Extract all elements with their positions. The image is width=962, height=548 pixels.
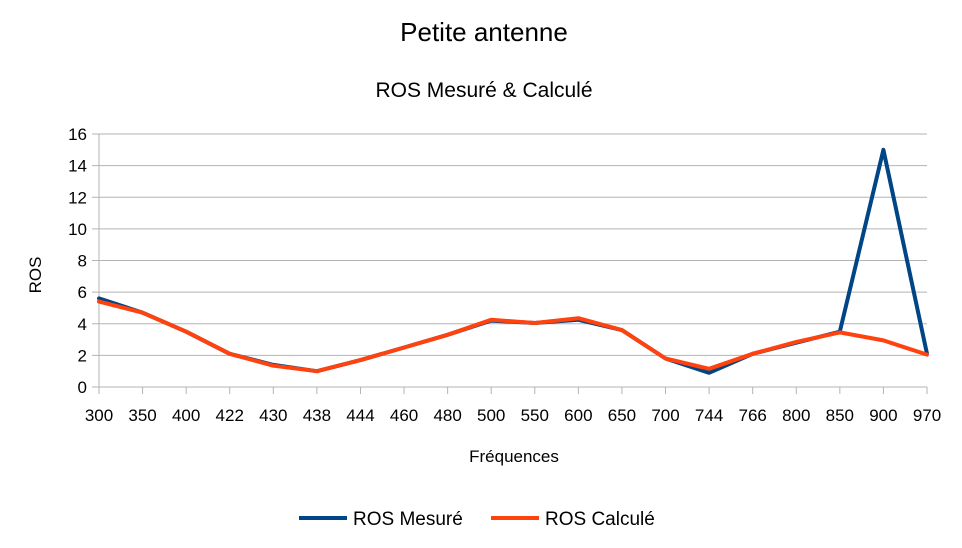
x-tick-label: 400 xyxy=(172,406,200,425)
x-tick-label: 900 xyxy=(869,406,897,425)
y-tick-label: 6 xyxy=(78,283,87,302)
x-tick-label: 550 xyxy=(521,406,549,425)
x-tick-label: 766 xyxy=(738,406,766,425)
x-tick-label: 444 xyxy=(346,406,374,425)
x-tick-label: 500 xyxy=(477,406,505,425)
x-tick-label: 700 xyxy=(651,406,679,425)
y-tick-label: 0 xyxy=(78,378,87,397)
x-tick-label: 650 xyxy=(608,406,636,425)
legend: ROS Mesuré ROS Calculé xyxy=(299,509,655,530)
legend-label: ROS Calculé xyxy=(545,509,655,530)
x-tick-label: 422 xyxy=(216,406,244,425)
x-tick-label: 970 xyxy=(913,406,941,425)
chart-subtitle: ROS Mesuré & Calculé xyxy=(375,79,592,102)
x-tick-label: 744 xyxy=(695,406,723,425)
chart-title: Petite antenne xyxy=(400,17,568,47)
y-tick-label: 12 xyxy=(68,188,87,207)
x-tick-label: 350 xyxy=(128,406,156,425)
x-axis-label: Fréquences xyxy=(469,447,559,466)
series-lines xyxy=(97,147,929,375)
y-tick-label: 10 xyxy=(68,220,87,239)
y-tick-label: 2 xyxy=(78,346,87,365)
y-axis-label: ROS xyxy=(26,257,45,294)
x-tick-label: 300 xyxy=(85,406,113,425)
legend-label: ROS Mesuré xyxy=(353,509,463,530)
x-tick-label: 480 xyxy=(433,406,461,425)
series-line-2 xyxy=(97,299,929,374)
axes xyxy=(98,134,928,394)
x-tick-label: 600 xyxy=(564,406,592,425)
x-tick-labels: 300 350 400 422 430 438 444 460 480 500 550 600 650 7… xyxy=(85,406,941,425)
y-tick-labels: 0 2 4 6 8 10 12 14 16 xyxy=(68,125,87,397)
y-tick-label: 14 xyxy=(68,157,87,176)
x-tick-label: 800 xyxy=(782,406,810,425)
y-tick-label: 16 xyxy=(68,125,87,144)
x-tick-label: 460 xyxy=(390,406,418,425)
y-tick-label: 8 xyxy=(78,252,87,271)
x-tick-label: 430 xyxy=(259,406,287,425)
x-tick-label: 850 xyxy=(826,406,854,425)
y-tick-label: 4 xyxy=(78,315,87,334)
x-tick-label: 438 xyxy=(303,406,331,425)
